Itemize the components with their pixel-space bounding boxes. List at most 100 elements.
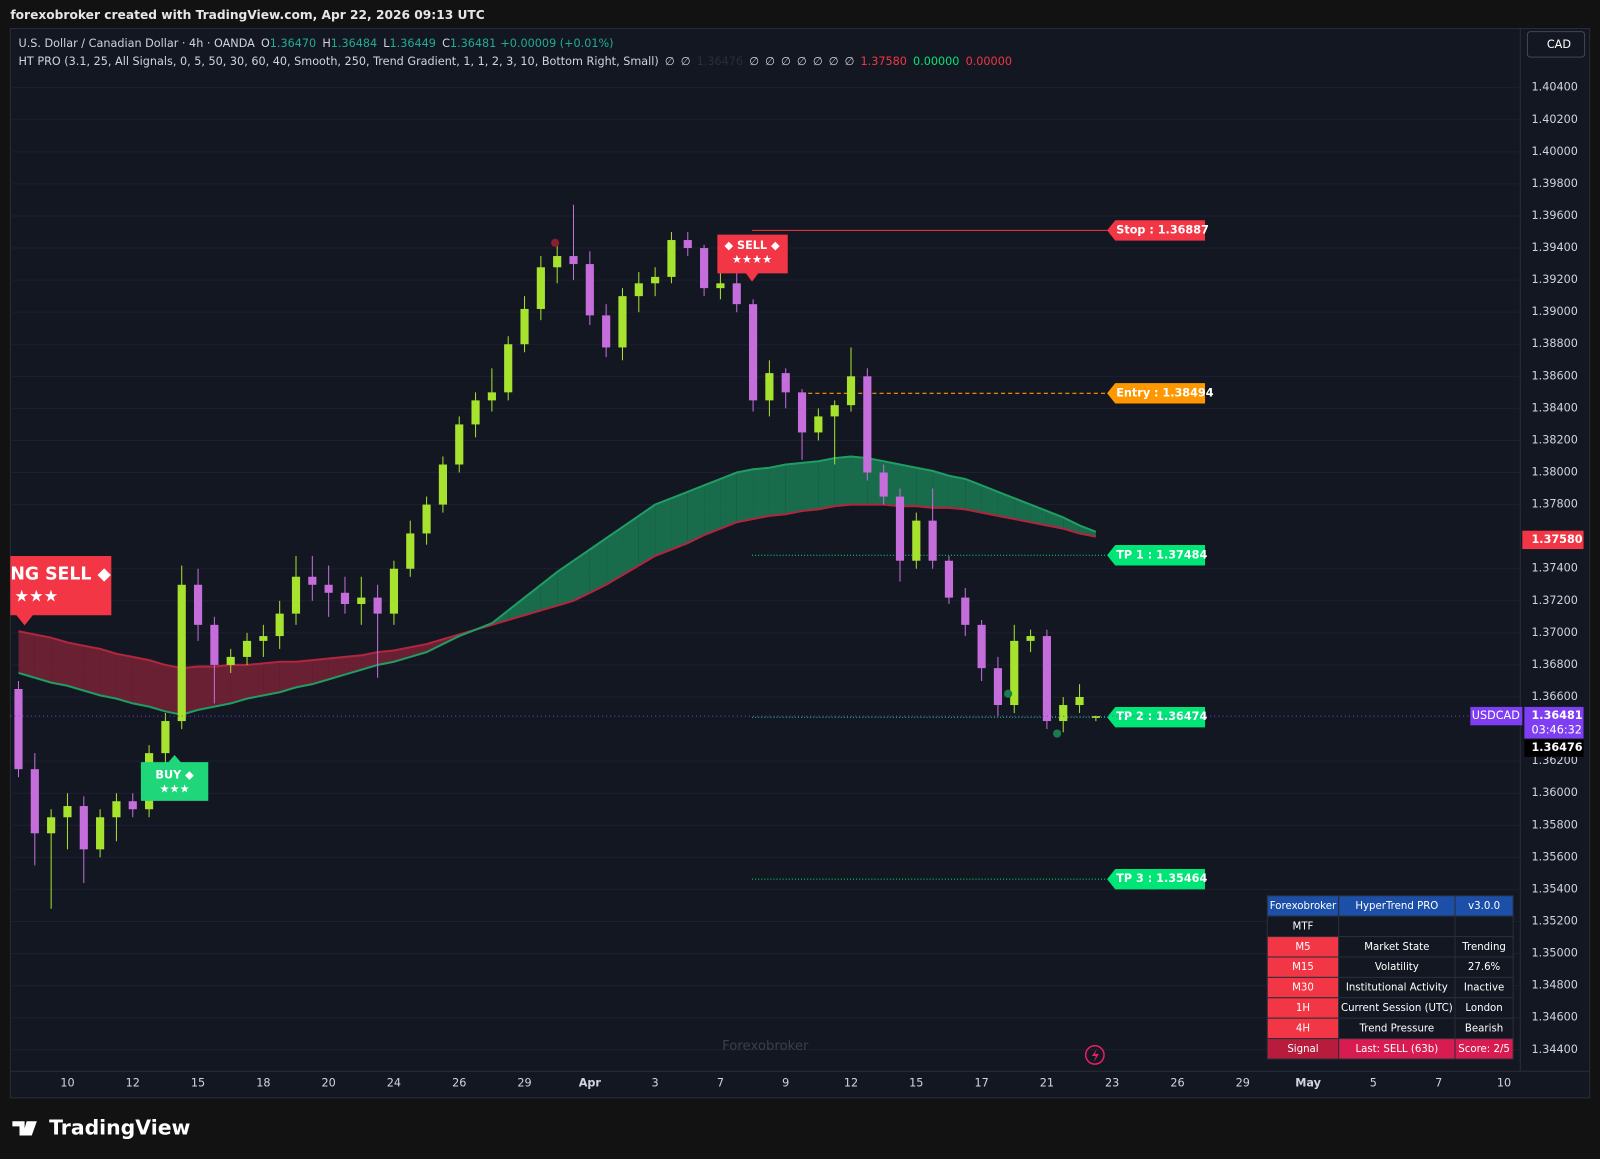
y-tick-label: 1.39800 — [1532, 177, 1578, 190]
ema-cloud — [18, 631, 35, 678]
ema-cloud — [524, 584, 541, 616]
x-tick-label: 18 — [256, 1077, 270, 1090]
bid-badge — [1524, 739, 1584, 757]
ema-badge — [1522, 530, 1584, 550]
y-tick-label: 1.36800 — [1532, 658, 1578, 671]
signal-dot — [1053, 729, 1062, 738]
table-cell-text: Bearish — [1465, 1023, 1503, 1034]
candle-body — [422, 504, 431, 534]
ema-cloud — [785, 462, 803, 515]
ema-cloud — [606, 527, 623, 585]
candle-body — [667, 240, 676, 277]
y-tick-label: 1.34600 — [1532, 1011, 1578, 1024]
candle-body — [732, 283, 741, 305]
buy-signal-stars: ★★★ — [159, 783, 189, 796]
ohlc-key: O — [261, 37, 270, 50]
x-tick-label: 12 — [126, 1077, 140, 1090]
level-label: TP 3 : 1.35464 — [1116, 872, 1207, 885]
x-tick-label: 26 — [452, 1077, 466, 1090]
watermark: Forexobroker — [722, 1039, 809, 1054]
signal-dot — [551, 238, 560, 247]
alert-icon-bolt — [1091, 1048, 1099, 1063]
table-cell-text: Trend Pressure — [1359, 1023, 1435, 1034]
indicator-value: 1.36476 — [697, 55, 743, 68]
sell-signal-stars: ★★★★ — [732, 253, 772, 266]
indicator-value: ∅ — [749, 55, 759, 68]
indicator-value: ∅ — [813, 55, 823, 68]
candle-body — [683, 240, 692, 249]
candle-body — [651, 276, 660, 284]
candle-body — [618, 296, 627, 348]
x-tick-label: 17 — [974, 1077, 988, 1090]
ema-cloud — [818, 458, 835, 510]
candle-body — [895, 496, 905, 561]
ohlc-key: C — [442, 37, 450, 50]
candle-body — [1042, 636, 1051, 722]
sell-signal-text: ◆ SELL ◆ — [724, 239, 779, 252]
table-cell-text: M30 — [1292, 983, 1314, 994]
candle-body — [504, 344, 513, 393]
ema-cloud — [247, 663, 264, 699]
ema-cloud — [198, 666, 215, 710]
ema-cloud — [1046, 511, 1064, 529]
ema-cloud — [720, 472, 737, 529]
ema-cloud — [965, 478, 982, 513]
ema-cloud — [377, 650, 394, 665]
buy-signal-box — [140, 754, 209, 801]
candle-body — [275, 613, 284, 637]
ema-cloud — [51, 637, 68, 686]
level-label-box — [1107, 545, 1206, 566]
caption: forexobroker created with TradingView.co… — [10, 8, 484, 22]
candle-body — [47, 817, 56, 834]
y-tick-label: 1.39000 — [1532, 305, 1578, 318]
logo-text: TradingView — [49, 1115, 190, 1139]
candle-body — [1091, 716, 1100, 718]
x-tick-label: 29 — [1236, 1077, 1250, 1090]
x-tick-label: 9 — [782, 1077, 789, 1090]
ema-cloud — [312, 658, 329, 685]
ema-cloud — [214, 664, 231, 707]
table-cell-text: HyperTrend PRO — [1355, 901, 1438, 912]
candle-body — [1026, 636, 1035, 641]
candle-body — [177, 584, 186, 722]
candle-body — [455, 424, 464, 465]
y-tick-label: 1.37800 — [1532, 498, 1578, 511]
ema-cloud — [834, 456, 852, 507]
y-tick-label: 1.36000 — [1532, 786, 1578, 799]
ema-cloud — [279, 661, 296, 693]
ema-cloud — [802, 461, 819, 512]
candle-body — [993, 668, 1003, 706]
x-tick-label: 10 — [60, 1077, 74, 1090]
table-cell-text: Last: SELL (63b) — [1355, 1044, 1438, 1055]
candle-body — [781, 373, 790, 393]
candle-body — [814, 416, 823, 433]
ohlc-value: 1.36484 — [331, 37, 377, 50]
ema-cloud — [508, 597, 525, 621]
candle-body — [340, 592, 350, 605]
ema-cloud — [981, 485, 998, 516]
currency-button[interactable] — [1526, 31, 1586, 58]
signal-dot — [1004, 689, 1013, 698]
candle-body — [1075, 697, 1084, 706]
plot: Stop : 1.36887 Entry : 1.38494 TP 1 : 1.37… — [10, 87, 1521, 1051]
candle-body — [863, 376, 872, 473]
candle-body — [961, 597, 970, 625]
y-tick-label: 1.40000 — [1532, 145, 1578, 158]
ema-cloud — [83, 645, 101, 696]
table-cell-text: v3.0.0 — [1468, 901, 1500, 912]
table-cell — [1454, 1038, 1514, 1060]
candle-body — [96, 817, 105, 850]
y-tick-label: 1.36600 — [1532, 690, 1578, 703]
candle-body — [406, 533, 415, 569]
ema-cloud — [34, 634, 52, 683]
ema-cloud — [557, 560, 574, 606]
candle-body — [14, 688, 23, 770]
table-cell-text: M5 — [1295, 942, 1310, 953]
alert-icon[interactable] — [1084, 1044, 1105, 1065]
currency-label: CAD — [1547, 38, 1571, 51]
ema-cloud — [769, 464, 786, 516]
prior-sell-signal-text: NG SELL ◆ — [10, 564, 111, 584]
table-cell-text: Forexobroker — [1270, 901, 1337, 912]
change-value: +0.00009 (+0.01%) — [500, 37, 613, 50]
